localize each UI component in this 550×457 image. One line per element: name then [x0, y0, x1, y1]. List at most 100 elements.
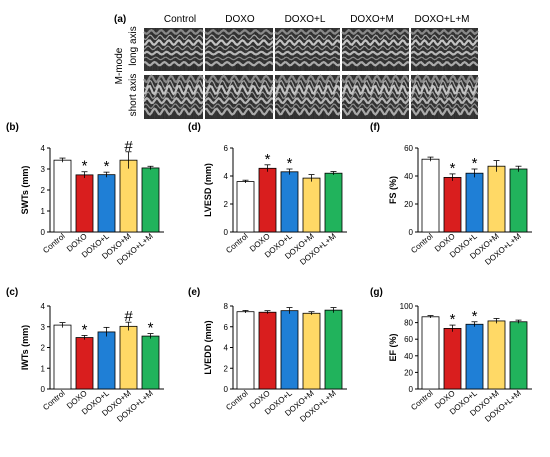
echo-tile	[274, 28, 341, 71]
echo-tile	[274, 74, 342, 119]
bar-doxo	[443, 328, 462, 390]
y-tick-label: 6	[224, 144, 229, 153]
bar-control	[236, 181, 255, 233]
y-axis-label: IWTs (mm)	[20, 325, 30, 370]
bar-doxo-l-m	[141, 335, 160, 390]
panel-label: (c)	[6, 287, 18, 298]
m-mode-label: M-mode	[114, 47, 125, 84]
bar-doxo-l-m	[324, 309, 343, 390]
panel-label: (g)	[370, 287, 383, 298]
bar-control	[421, 158, 440, 233]
y-tick-label: 1	[41, 364, 46, 373]
significance-mark: *	[265, 151, 271, 168]
bar-doxo-l-m	[509, 321, 528, 390]
bar-doxo-l	[97, 174, 116, 233]
y-tick-label: 0	[41, 228, 46, 237]
y-tick-label: 4	[224, 344, 229, 353]
significance-mark: *	[82, 158, 88, 175]
bar-doxo	[75, 174, 94, 233]
y-axis-label: FS (%)	[388, 176, 398, 204]
bar-doxo-l	[97, 331, 116, 390]
y-tick-label: 0	[41, 385, 46, 394]
category-label: Control	[41, 231, 67, 255]
bar-doxo-l	[280, 310, 299, 390]
bar-doxo-m	[119, 325, 138, 390]
y-axis-label: LVEDD (mm)	[203, 320, 213, 374]
y-tick-label: 2	[41, 344, 46, 353]
column-label-doxo-l: DOXO+L	[285, 14, 326, 25]
y-axis-label: LVESD (mm)	[203, 163, 213, 217]
echo-tile	[204, 74, 275, 119]
echo-tile	[143, 28, 204, 71]
panel-label: (b)	[6, 122, 19, 133]
y-tick-label: 0	[409, 385, 414, 394]
y-tick-label: 3	[41, 165, 46, 174]
y-tick-label: 8	[224, 302, 229, 311]
y-tick-label: 40	[404, 172, 413, 181]
y-tick-label: 60	[404, 144, 413, 153]
y-tick-label: 4	[224, 172, 229, 181]
y-tick-label: 60	[404, 335, 413, 344]
significance-mark: #	[124, 308, 133, 325]
bar-doxo-l	[465, 172, 484, 233]
bar-doxo-m	[302, 312, 321, 390]
echo-tile	[410, 28, 479, 71]
significance-mark: *	[450, 311, 456, 328]
bar-doxo-m	[487, 320, 506, 390]
y-tick-label: 4	[41, 302, 46, 311]
column-label-doxo-l-m: DOXO+L+M	[414, 14, 469, 25]
category-label: Control	[224, 231, 250, 255]
significance-mark: *	[450, 160, 456, 177]
bar-control	[236, 311, 255, 390]
y-tick-label: 100	[400, 302, 414, 311]
y-tick-label: 4	[41, 144, 46, 153]
long-axis-label: long axis	[128, 26, 139, 65]
y-tick-label: 1	[41, 207, 46, 216]
y-tick-label: 6	[224, 323, 229, 332]
echo-tile	[410, 74, 479, 119]
column-label-control: Control	[164, 14, 196, 25]
panel-a-m-mode: (a) Control DOXO DOXO+L DOXO+M DOXO+L+M …	[114, 14, 479, 119]
panel-label: (f)	[370, 122, 380, 133]
bar-doxo	[258, 311, 277, 390]
bar-doxo	[443, 176, 462, 233]
echo-tile	[341, 74, 410, 119]
panel-a-label: (a)	[114, 14, 126, 25]
y-axis-label: EF (%)	[388, 333, 398, 361]
significance-mark: *	[104, 158, 110, 175]
significance-mark: #	[124, 138, 133, 155]
category-label: Control	[41, 388, 67, 412]
column-label-doxo-m: DOXO+M	[350, 14, 394, 25]
bar-control	[53, 159, 72, 233]
y-tick-label: 0	[224, 385, 229, 394]
bar-doxo-m	[302, 177, 321, 233]
y-tick-label: 20	[404, 368, 413, 377]
significance-mark: *	[148, 320, 154, 337]
bar-control	[53, 324, 72, 390]
significance-mark: *	[287, 155, 293, 172]
bar-control	[421, 316, 440, 390]
echo-image-grid	[143, 28, 479, 119]
bar-doxo-m	[487, 165, 506, 233]
echo-tile	[204, 28, 274, 71]
bar-doxo-m	[119, 159, 138, 233]
category-label: Control	[409, 388, 435, 412]
y-tick-label: 2	[224, 364, 229, 373]
y-tick-label: 40	[404, 352, 413, 361]
panel-label: (e)	[188, 287, 200, 298]
column-label-doxo: DOXO	[225, 14, 255, 25]
y-tick-label: 80	[404, 319, 413, 328]
bar-doxo-l	[465, 323, 484, 390]
significance-mark: *	[472, 308, 478, 325]
y-tick-label: 0	[409, 228, 414, 237]
y-tick-label: 3	[41, 323, 46, 332]
panel-label: (d)	[188, 122, 201, 133]
y-axis-label: SWTs (mm)	[20, 166, 30, 215]
